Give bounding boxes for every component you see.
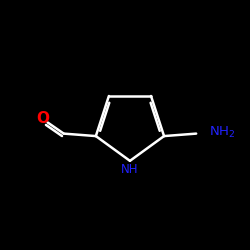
Text: NH: NH [121,163,139,176]
Text: O: O [36,110,49,126]
Text: NH$_2$: NH$_2$ [208,125,235,140]
